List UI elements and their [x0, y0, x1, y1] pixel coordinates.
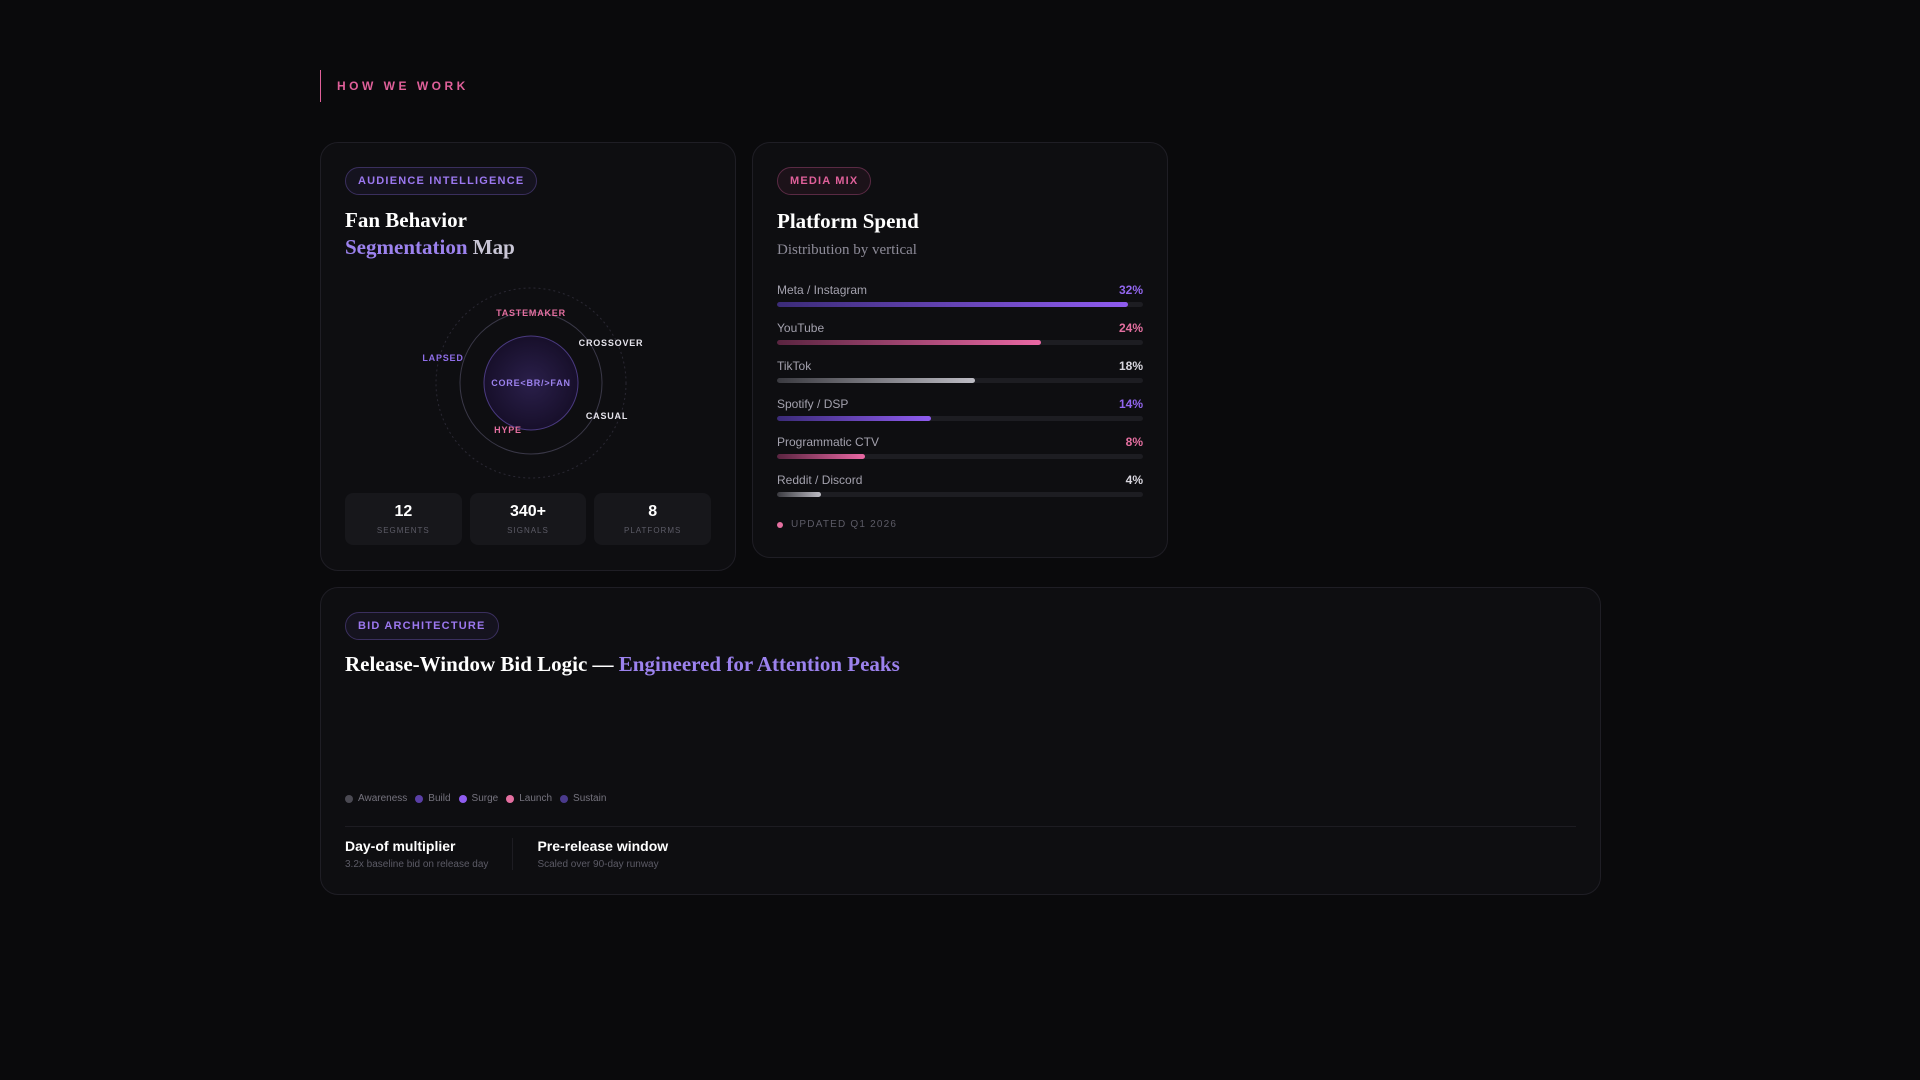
segment-casual: CASUAL — [585, 411, 629, 421]
bid-metrics: Day-of multiplier 3.2x baseline bid on r… — [345, 838, 716, 870]
bar-track — [777, 340, 1143, 345]
stat-value: 12 — [394, 503, 413, 520]
core-circle — [483, 335, 579, 431]
platform-pct: 14% — [1118, 397, 1143, 411]
segment-hype: HYPE — [494, 425, 522, 435]
audience-title-rest: Map — [467, 235, 515, 259]
outer-ring — [435, 287, 627, 479]
legend-item: Surge — [458, 793, 499, 804]
bar-fill — [777, 340, 1041, 345]
audience-badge: AUDIENCE INTELLIGENCE — [345, 167, 538, 195]
media-title: Platform Spend — [777, 209, 919, 233]
platform-name: YouTube — [777, 321, 825, 335]
stat-segments: 12 SEGMENTS — [345, 493, 462, 545]
platform-pct: 24% — [1118, 321, 1143, 335]
platform-pct: 4% — [1125, 473, 1143, 487]
bid-architecture-card: BID ARCHITECTURE Release-Window Bid Logi… — [320, 587, 1601, 895]
audience-title-line1: Fan Behavior — [345, 208, 467, 232]
bid-title-accent: Engineered for Attention Peaks — [618, 652, 900, 676]
legend-dot — [458, 794, 467, 803]
bar-fill — [777, 492, 821, 497]
platform-row: Spotify / DSP 14% — [777, 397, 1143, 435]
legend-dot — [415, 794, 424, 803]
legend-label: Build — [428, 793, 451, 804]
legend-item: Launch — [506, 793, 552, 804]
bid-phase-legend: Awareness Build Surge Launch Sustain — [345, 793, 606, 804]
legend-label: Launch — [519, 793, 553, 804]
platform-row: Programmatic CTV 8% — [777, 435, 1143, 473]
core-fan-label: CORE<BR/>FAN — [491, 378, 571, 388]
metric-desc: 3.2x baseline bid on release day — [345, 859, 489, 870]
legend-item: Sustain — [560, 793, 606, 804]
platform-row: Meta / Instagram 32% — [777, 283, 1143, 321]
stat-platforms: 8 PLATFORMS — [594, 493, 712, 545]
platform-row: Reddit / Discord 4% — [777, 473, 1143, 511]
bar-fill — [777, 454, 865, 459]
bar-track — [777, 492, 1143, 497]
bid-title: Release-Window Bid Logic — Engineered fo… — [345, 652, 900, 677]
platform-name: Reddit / Discord — [777, 473, 863, 487]
stat-label: SEGMENTS — [376, 526, 430, 535]
status-dot — [777, 521, 783, 528]
platform-name: TikTok — [777, 359, 812, 373]
legend-dot — [560, 794, 569, 803]
bid-title-main: Release-Window Bid Logic — — [345, 652, 619, 676]
platform-bars: Meta / Instagram 32% YouTube 24% TikTok 18%… — [777, 283, 1143, 511]
stat-value: 340+ — [509, 503, 547, 520]
legend-dot — [506, 794, 515, 803]
bar-fill — [777, 416, 931, 421]
legend-item: Awareness — [345, 793, 407, 804]
platform-row: TikTok 18% — [777, 359, 1143, 397]
bar-fill — [777, 378, 975, 383]
platform-pct: 18% — [1118, 359, 1143, 373]
platform-name: Spotify / DSP — [777, 397, 849, 411]
segmentation-map: CORE<BR/>FAN TASTEMAKER CROSSOVER LAPSED… — [411, 278, 651, 488]
metric-title: Pre-release window — [537, 838, 669, 854]
media-mix-card: MEDIA MIX Platform Spend Distribution by… — [752, 142, 1168, 558]
metric-title: Day-of multiplier — [345, 838, 456, 854]
updated-note: UPDATED Q1 2026 — [777, 519, 897, 530]
metric-day-of-multiplier: Day-of multiplier 3.2x baseline bid on r… — [345, 838, 514, 870]
segment-lapsed: LAPSED — [422, 353, 464, 363]
platform-pct: 8% — [1125, 435, 1143, 449]
bar-track — [777, 302, 1143, 307]
platform-name: Meta / Instagram — [777, 283, 868, 297]
middle-ring — [459, 311, 603, 455]
legend-item: Build — [415, 793, 451, 804]
legend-label: Surge — [471, 793, 499, 804]
bar-fill — [777, 302, 1129, 307]
platform-row: YouTube 24% — [777, 321, 1143, 359]
platform-pct: 32% — [1118, 283, 1143, 297]
updated-text: UPDATED Q1 2026 — [791, 519, 898, 530]
audience-intelligence-card: AUDIENCE INTELLIGENCE Fan Behavior Segme… — [320, 142, 736, 571]
stat-label: PLATFORMS — [624, 526, 682, 535]
stat-label: SIGNALS — [507, 526, 549, 535]
section-eyebrow: HOW WE WORK — [320, 70, 469, 102]
segment-tastemaker: TASTEMAKER — [496, 308, 566, 318]
audience-title-accent: Segmentation — [345, 235, 468, 259]
audience-stats: 12 SEGMENTS 340+ SIGNALS 8 PLATFORMS — [345, 493, 712, 545]
metric-pre-release-window: Pre-release window Scaled over 90-day ru… — [537, 838, 692, 870]
audience-title-line2: Segmentation Map — [345, 234, 515, 261]
segment-crossover: CROSSOVER — [578, 338, 644, 348]
media-subtitle: Distribution by vertical — [777, 242, 917, 258]
media-badge: MEDIA MIX — [777, 167, 872, 195]
bar-track — [777, 378, 1143, 383]
stat-value: 8 — [648, 503, 658, 520]
bar-track — [777, 416, 1143, 421]
legend-label: Sustain — [573, 793, 607, 804]
metric-desc: Scaled over 90-day runway — [537, 859, 659, 870]
bid-divider — [345, 826, 1576, 827]
legend-dot — [345, 794, 353, 803]
platform-name: Programmatic CTV — [777, 435, 880, 449]
bar-track — [777, 454, 1143, 459]
legend-label: Awareness — [358, 793, 408, 804]
stat-signals: 340+ SIGNALS — [469, 493, 587, 545]
segmentation-rings — [435, 287, 627, 479]
bid-badge: BID ARCHITECTURE — [345, 612, 499, 640]
